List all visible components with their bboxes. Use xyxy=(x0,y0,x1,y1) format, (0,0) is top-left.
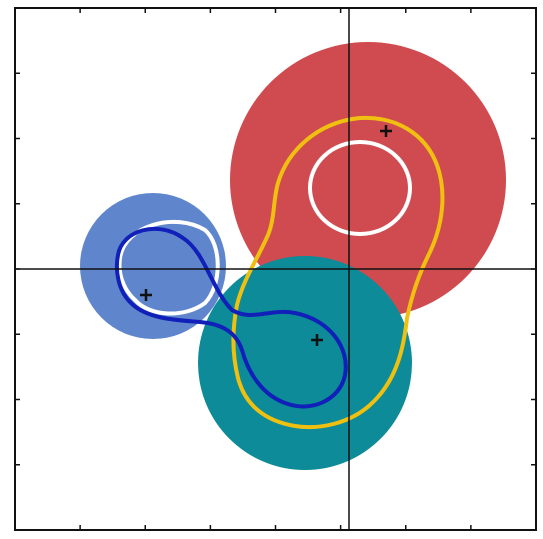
tick-marks xyxy=(15,8,536,530)
red-disk xyxy=(230,42,506,318)
white-loop-blue xyxy=(117,219,220,316)
marker-blue xyxy=(140,289,152,301)
marker-teal xyxy=(311,334,323,346)
yellow-outer-loop xyxy=(231,115,445,430)
navy-figure-eight xyxy=(114,227,348,409)
blue-disk xyxy=(80,193,226,339)
marker-red xyxy=(380,125,392,137)
teal-disk xyxy=(198,256,412,470)
white-loop-red xyxy=(308,140,412,236)
